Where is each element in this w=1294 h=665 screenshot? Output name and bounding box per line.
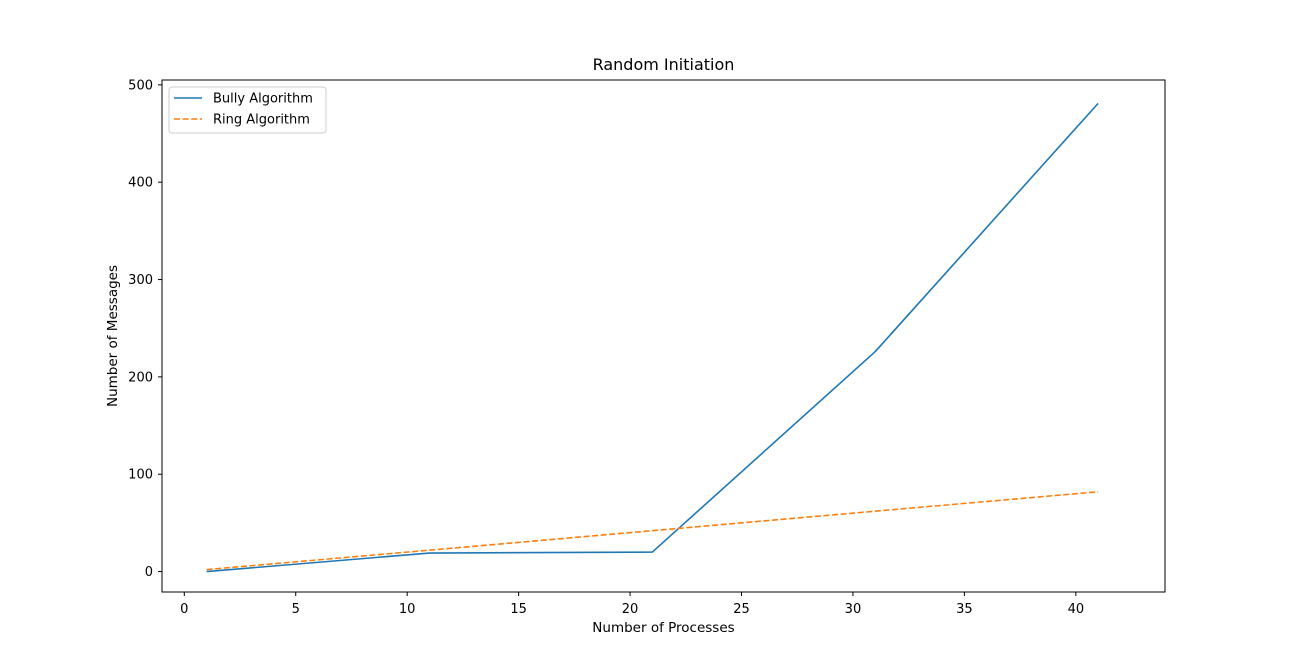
legend: Bully Algorithm Ring Algorithm: [168, 86, 327, 134]
y-tick-label: 0: [145, 565, 153, 580]
y-tick-label: 200: [128, 370, 153, 385]
y-tick-label: 300: [128, 273, 153, 288]
x-tick-label: 10: [399, 602, 416, 617]
y-tick-label: 500: [128, 78, 153, 93]
x-tick-label: 35: [956, 602, 973, 617]
x-tick-label: 0: [180, 602, 188, 617]
series-line-bully-algorithm: [206, 102, 1099, 573]
x-axis-label: Number of Processes: [592, 620, 734, 636]
legend-box: [168, 86, 327, 134]
series-layer: [206, 102, 1099, 573]
x-tick-label: 40: [1068, 602, 1085, 617]
y-axis-label: Number of Messages: [105, 265, 121, 407]
plot-frame: [161, 79, 1166, 593]
chart-title: Random Initiation: [593, 55, 735, 74]
y-axis-ticks: 0 100 200 300 400 500: [128, 78, 162, 580]
legend-label-bully-algorithm: Bully Algorithm: [213, 92, 313, 107]
series-line-ring-algorithm: [206, 490, 1099, 571]
y-tick-label: 400: [128, 176, 153, 191]
legend-label-ring-algorithm: Ring Algorithm: [213, 113, 310, 128]
x-tick-label: 20: [622, 602, 639, 617]
y-tick-label: 100: [128, 468, 153, 483]
x-tick-label: 30: [845, 602, 862, 617]
x-tick-label: 5: [292, 602, 300, 617]
x-axis-ticks: 0 5 10 15 20 25 30 35 40: [180, 592, 1084, 617]
x-tick-label: 25: [733, 602, 750, 617]
x-tick-label: 15: [510, 602, 527, 617]
